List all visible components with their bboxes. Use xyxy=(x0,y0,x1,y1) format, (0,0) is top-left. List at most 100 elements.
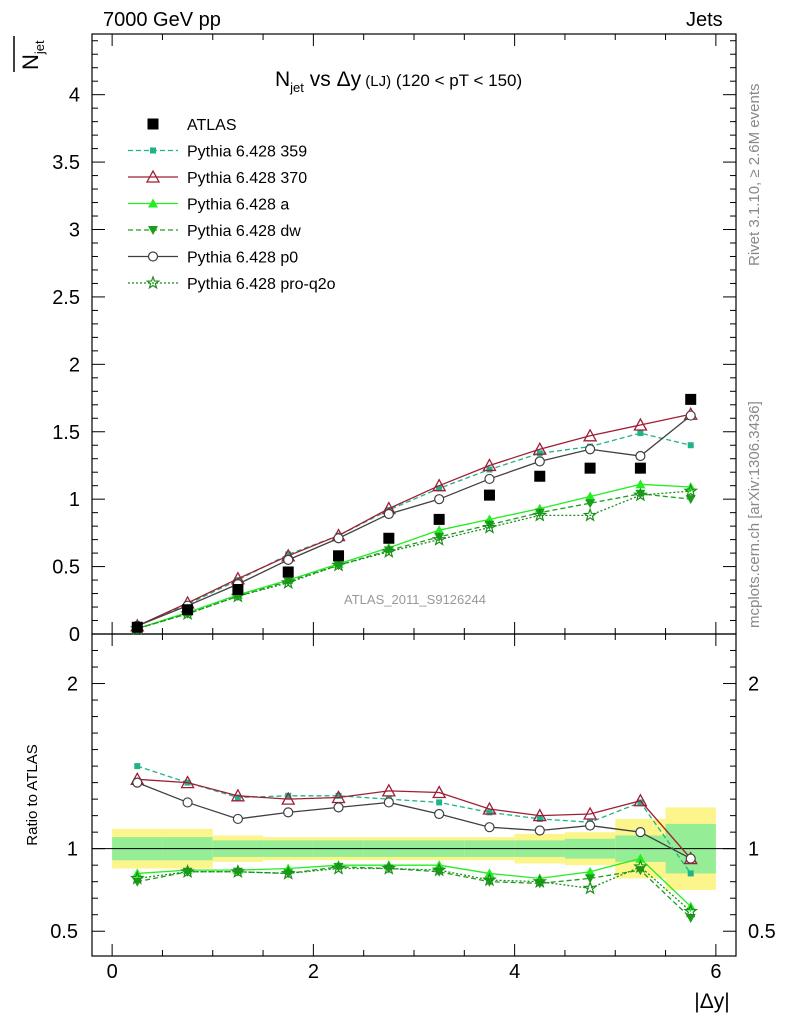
series-line xyxy=(137,432,691,627)
ratio-point xyxy=(129,870,145,885)
y-tick-label: 2 xyxy=(69,354,80,376)
x-tick-label: 4 xyxy=(509,961,520,983)
data-point xyxy=(182,604,194,616)
ratio-point xyxy=(234,794,241,801)
data-point xyxy=(431,531,447,546)
data-point xyxy=(383,546,394,556)
y-tick-label: 3.5 xyxy=(52,152,80,174)
ratio-line xyxy=(137,765,692,874)
data-point xyxy=(482,519,497,534)
series-line xyxy=(137,483,691,630)
ratio-line xyxy=(137,857,692,907)
ratio-y-tick-label: 2 xyxy=(67,674,78,696)
series-atlas xyxy=(131,393,697,633)
legend-marker xyxy=(150,147,156,154)
y-tick-label: 3 xyxy=(69,220,80,242)
data-point xyxy=(534,456,545,467)
data-point xyxy=(283,577,294,587)
data-point xyxy=(633,417,648,431)
ratio-point xyxy=(230,864,246,879)
data-point xyxy=(131,621,143,633)
series-line xyxy=(137,415,692,627)
ratio-point xyxy=(536,815,543,822)
ratio-point xyxy=(434,808,445,820)
data-point xyxy=(331,557,346,572)
ratio-point xyxy=(182,797,193,808)
ratio-point xyxy=(633,793,648,807)
data-point xyxy=(585,499,596,509)
ratio-point xyxy=(582,880,598,895)
legend-label: Pythia 6.428 pro-q2o xyxy=(187,276,336,293)
ratio-point xyxy=(432,785,447,799)
legend-label: Pythia 6.428 370 xyxy=(187,170,307,187)
ratio-y-tick-label-right: 0.5 xyxy=(748,921,776,943)
data-point xyxy=(534,470,546,482)
legend-marker xyxy=(148,226,158,235)
ratio-y-tick-label-right: 2 xyxy=(748,674,759,696)
data-point xyxy=(532,441,547,455)
ratio-point xyxy=(482,801,497,815)
ratio-point xyxy=(687,870,694,877)
data-point xyxy=(285,551,292,558)
ratio-point xyxy=(381,783,396,797)
ratio-point xyxy=(232,813,244,825)
data-point xyxy=(486,466,493,473)
ratio-point xyxy=(281,791,296,805)
data-point xyxy=(634,462,646,474)
series-line xyxy=(137,490,691,630)
ratio-point xyxy=(585,866,596,876)
x-tick-label: 0 xyxy=(107,961,118,983)
y-tick-label: 2.5 xyxy=(52,287,80,309)
ratio-point xyxy=(482,872,497,887)
ratio-y-tick-label: 0.5 xyxy=(50,921,78,943)
data-point xyxy=(383,508,394,520)
energy-label: 7000 GeV pp xyxy=(103,9,221,31)
data-point xyxy=(484,520,495,530)
plot-title: Njet vs Δy (LJ) (120 < pT < 150) xyxy=(275,68,522,95)
data-point xyxy=(282,566,294,578)
ratio-point xyxy=(685,853,696,864)
watermark: ATLAS_2011_S9126244 xyxy=(344,592,486,607)
data-point xyxy=(484,473,495,485)
ratio-series-pythia-6-428-pro-q2o xyxy=(129,859,699,918)
ratio-series-pythia-6-428-dw xyxy=(132,862,696,924)
category-label: Jets xyxy=(686,9,723,31)
ratio-point xyxy=(280,865,296,880)
ratio-y-tick-label-right: 1 xyxy=(748,839,759,861)
data-point xyxy=(584,462,596,474)
ratio-point xyxy=(331,860,346,875)
legend-marker xyxy=(148,198,158,208)
y-tick-label: 0 xyxy=(69,624,80,646)
data-point xyxy=(482,458,497,472)
data-point xyxy=(584,444,596,455)
ratio-series-pythia-6-428-p0 xyxy=(132,777,696,864)
data-point xyxy=(432,478,447,492)
legend-marker xyxy=(147,251,159,262)
y-tick-label: 0.5 xyxy=(52,557,80,579)
legend-marker xyxy=(145,275,161,290)
ratio-point xyxy=(635,827,646,838)
ratio-point xyxy=(134,763,141,770)
ratio-line xyxy=(137,782,692,860)
series-line xyxy=(137,493,691,630)
data-point xyxy=(635,489,646,499)
ratio-point xyxy=(335,792,342,799)
data-point xyxy=(633,487,648,502)
ratio-point xyxy=(486,809,493,816)
ratio-line xyxy=(137,866,692,919)
y-tick-label: 1 xyxy=(69,489,80,511)
y-tick-label: 1.5 xyxy=(52,422,80,444)
ratio-point xyxy=(584,820,596,831)
data-point xyxy=(483,489,495,501)
x-tick-label: 2 xyxy=(308,961,319,983)
data-point xyxy=(687,442,694,449)
ratio-line xyxy=(137,866,692,912)
ratio-point xyxy=(333,802,344,813)
series-line xyxy=(137,413,691,627)
data-point xyxy=(280,575,296,590)
y-axis-label: Njet xyxy=(18,40,47,70)
ratio-plot-frame xyxy=(91,633,737,957)
legend-label: ATLAS xyxy=(187,117,237,134)
ratio-point xyxy=(180,864,195,879)
